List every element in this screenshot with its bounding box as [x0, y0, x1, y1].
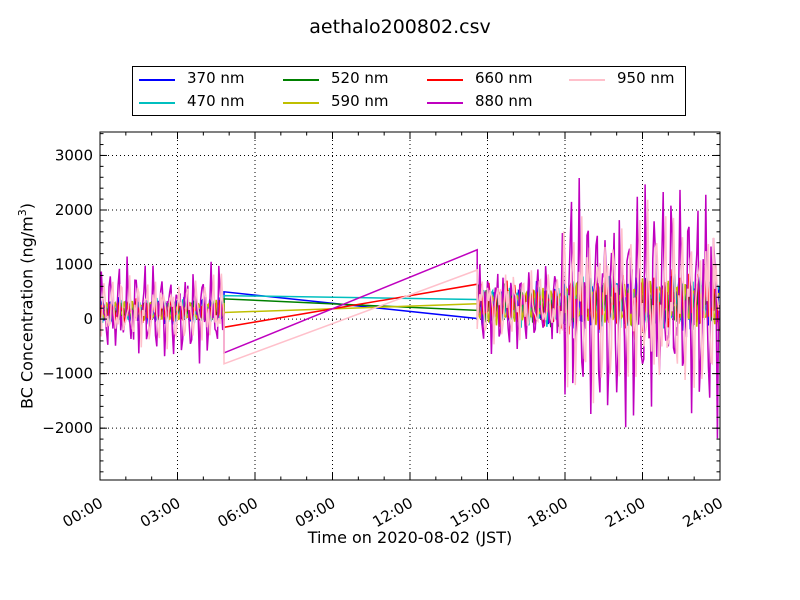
y-tick-label: −2000 [42, 419, 93, 437]
y-tick-label: 3000 [55, 146, 93, 164]
x-tick-label: 09:00 [292, 494, 338, 531]
legend: 370 nm 470 nm 520 nm 590 nm 660 nm 880 n… [132, 66, 686, 116]
legend-swatch [427, 79, 463, 81]
y-axis-label: BC Concentration (ng/m3) [16, 203, 36, 409]
y-tick-label: 0 [83, 310, 93, 328]
y-axis-label-text: BC Concentration (ng/m [17, 216, 37, 409]
y-tick-label: 1000 [55, 256, 93, 274]
legend-swatch [139, 79, 175, 81]
y-tick-label: −1000 [42, 365, 93, 383]
x-axis-label: Time on 2020-08-02 (JST) [307, 528, 513, 547]
x-tick-label: 12:00 [370, 494, 416, 531]
series-line-950-nm [100, 199, 720, 404]
legend-label: 660 nm [475, 69, 533, 87]
y-axis-label-superscript: 3 [16, 209, 29, 217]
legend-label: 590 nm [331, 92, 389, 110]
x-tick-label: 24:00 [680, 494, 726, 531]
legend-swatch [283, 102, 319, 104]
y-tick-label: 2000 [55, 201, 93, 219]
legend-label: 370 nm [187, 69, 245, 87]
legend-label: 950 nm [617, 69, 675, 87]
axes-frame [99, 131, 721, 481]
legend-label: 880 nm [475, 92, 533, 110]
legend-swatch [283, 79, 319, 81]
x-tick-label: 21:00 [602, 494, 648, 531]
chart-title: aethalo200802.csv [309, 16, 491, 38]
legend-label: 520 nm [331, 69, 389, 87]
series-line-880-nm [100, 177, 720, 439]
y-axis-label-tail: ) [17, 203, 37, 210]
x-tick-label: 06:00 [215, 494, 261, 531]
x-tick-label: 18:00 [525, 494, 571, 531]
x-tick-label: 15:00 [447, 494, 493, 531]
legend-swatch [569, 79, 605, 81]
legend-label: 470 nm [187, 92, 245, 110]
axes: 00:00 03:00 06:00 09:00 12:00 15:00 18:00 21:00… [42, 131, 726, 531]
legend-swatch [427, 102, 463, 104]
plot-area [100, 177, 720, 439]
x-tick-label: 03:00 [137, 494, 183, 531]
legend-swatch [139, 102, 175, 104]
x-tick-label: 00:00 [60, 494, 106, 531]
